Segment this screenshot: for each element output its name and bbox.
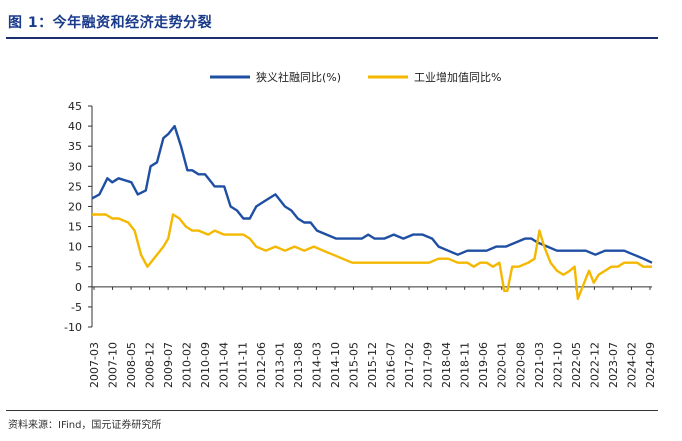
x-tick-label: 2017-09 bbox=[422, 342, 435, 388]
x-tick-label: 2024-09 bbox=[644, 342, 657, 388]
x-tick-label: 2016-07 bbox=[385, 342, 398, 388]
x-tick-label: 2018-11 bbox=[459, 342, 472, 388]
x-axis: 2007-03 2007-10 2008-05 2008-12 2009-07 2010-… bbox=[88, 286, 657, 388]
y-tick-label: 10 bbox=[68, 241, 82, 254]
legend-label-2: 工业增加值同比% bbox=[414, 70, 501, 84]
x-tick-label: 2015-12 bbox=[366, 342, 379, 388]
figure-title: 图 1：今年融资和经济走势分裂 bbox=[8, 15, 213, 31]
x-tick-label: 2014-10 bbox=[329, 342, 342, 388]
series-layer bbox=[91, 124, 653, 301]
x-tick-label: 2023-07 bbox=[607, 342, 620, 388]
y-tick-label: 15 bbox=[68, 221, 82, 234]
x-tick-label: 2007-03 bbox=[88, 342, 101, 388]
x-tick-label: 2011-11 bbox=[236, 342, 249, 388]
x-tick-label: 2022-12 bbox=[588, 342, 601, 388]
title-rule bbox=[6, 37, 658, 39]
x-tick-label: 2020-08 bbox=[514, 342, 527, 388]
y-tick-label: 25 bbox=[68, 180, 82, 193]
legend-label-1: 狭义社融同比(%) bbox=[256, 70, 341, 84]
x-tick-label: 2024-02 bbox=[625, 342, 638, 388]
x-tick-label: 2021-10 bbox=[551, 342, 564, 388]
x-tick-label: 2018-04 bbox=[440, 342, 453, 388]
x-tick-label: 2007-10 bbox=[107, 342, 120, 388]
series-line-1 bbox=[91, 124, 653, 264]
x-tick-label: 2008-12 bbox=[144, 342, 157, 388]
y-tick-label: 35 bbox=[68, 140, 82, 153]
bottom-rule bbox=[6, 410, 658, 411]
y-axis: 45 40 35 30 25 20 15 10 5 0 -5 -10 bbox=[64, 100, 93, 334]
y-tick-label: -5 bbox=[71, 301, 82, 314]
x-tick-label: 2020-01 bbox=[496, 342, 509, 388]
x-tick-label: 2008-05 bbox=[125, 342, 138, 388]
y-tick-label: 0 bbox=[75, 281, 82, 294]
y-tick-label: 45 bbox=[68, 100, 82, 113]
x-tick-label: 2013-08 bbox=[292, 342, 305, 388]
y-tick-label: 20 bbox=[68, 200, 82, 213]
x-tick-label: 2021-03 bbox=[533, 342, 546, 388]
source-note: 资料来源：IFind，国元证券研究所 bbox=[8, 420, 162, 431]
series-line-2 bbox=[92, 213, 652, 301]
x-tick-label: 2010-02 bbox=[181, 342, 194, 388]
x-tick-label: 2012-06 bbox=[255, 342, 268, 388]
x-tick-label: 2013-01 bbox=[273, 342, 286, 388]
y-tick-label: 5 bbox=[75, 261, 82, 274]
y-tick-label: 40 bbox=[68, 120, 82, 133]
x-tick-label: 2010-09 bbox=[199, 342, 212, 388]
y-tick-label: 30 bbox=[68, 160, 82, 173]
x-tick-label: 2009-07 bbox=[162, 342, 175, 388]
legend: 狭义社融同比(%) 工业增加值同比% bbox=[210, 70, 501, 84]
x-tick-label: 2022-05 bbox=[570, 342, 583, 388]
x-tick-label: 2011-04 bbox=[218, 342, 231, 388]
x-tick-label: 2019-06 bbox=[477, 342, 490, 388]
x-tick-label: 2015-05 bbox=[347, 342, 360, 388]
y-tick-label: -10 bbox=[64, 321, 82, 334]
x-tick-label: 2017-02 bbox=[403, 342, 416, 388]
x-tick-label: 2014-03 bbox=[310, 342, 323, 388]
